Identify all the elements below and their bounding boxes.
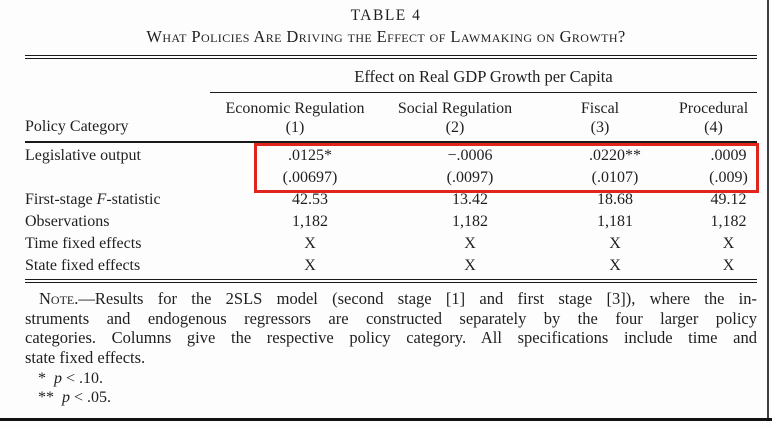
label-text: -statistic: [106, 191, 161, 208]
cell-value: .0009: [710, 147, 747, 164]
footnote-marker: **: [38, 389, 54, 406]
cell-value: 1,182: [710, 213, 747, 230]
table-row-legislative-output-se: (.00697) (.0097) (.0107) (.009): [25, 167, 757, 189]
scan-edge-bottom-line: [0, 418, 772, 421]
significance-footnotes: * p < .10. ** p < .05.: [38, 369, 772, 407]
cell-standard-error: (.009): [709, 169, 748, 186]
cell-value: −.0006: [447, 147, 493, 164]
note-line: state fixed effects.: [25, 347, 146, 367]
cell-value: X: [464, 257, 476, 274]
cell-value: X: [304, 257, 316, 274]
footnote-p: p: [62, 389, 70, 406]
regression-table: Effect on Real GDP Growth per Capita Pol…: [25, 55, 759, 283]
column-number: (1): [285, 119, 305, 136]
column-header-procedural: Procedural (4): [670, 99, 757, 137]
cell-value: X: [609, 257, 621, 274]
cell-value: .0125*: [288, 147, 332, 164]
footnote-threshold: < .10.: [66, 370, 104, 387]
cell-standard-error: (.0107): [591, 169, 639, 186]
column-label: Fiscal: [580, 100, 620, 117]
spanner-spacer: [25, 59, 210, 93]
note-line: categories. Columns give the respective …: [25, 328, 757, 347]
note-line: Note.—Results for the 2SLS model (second…: [25, 289, 757, 309]
cell-value: 1,182: [452, 213, 488, 230]
table-row-time-fixed-effects: Time fixed effects X X X X: [25, 233, 757, 255]
table-row-f-statistic: First-stage F-statistic 42.53 13.42 18.6…: [25, 189, 757, 211]
cell-value: X: [304, 235, 316, 252]
cell-value: 1,182: [292, 213, 328, 230]
cell-value: 13.42: [452, 191, 488, 208]
column-header-economic-regulation: Economic Regulation (1): [210, 99, 380, 137]
cell-value: 1,181: [597, 213, 633, 230]
column-label: Social Regulation: [397, 100, 513, 117]
footnote-threshold: < .05.: [74, 389, 112, 406]
row-label: State fixed effects: [25, 257, 141, 274]
row-label-empty: [25, 167, 210, 189]
row-label: First-stage F-statistic: [25, 189, 210, 211]
column-group-header: Effect on Real GDP Growth per Capita: [210, 59, 757, 93]
row-label: Time fixed effects: [25, 235, 142, 252]
column-number: (3): [590, 119, 610, 136]
table-number: TABLE 4: [350, 7, 422, 24]
cell-value: X: [722, 257, 735, 274]
note-text: Results for the 2SLS model (second stage…: [94, 289, 757, 308]
table-titles: TABLE 4 What Policies Are Driving the Ef…: [0, 0, 772, 47]
column-header-fiscal: Fiscal (3): [530, 99, 670, 137]
cell-value: 18.68: [597, 191, 633, 208]
scan-edge-right-line: [767, 0, 769, 420]
label-text: First-stage: [25, 191, 97, 208]
row-label: Observations: [25, 213, 110, 230]
column-header-social-regulation: Social Regulation (2): [380, 99, 530, 137]
note-separator: .—: [74, 289, 95, 308]
stub-header: Policy Category: [25, 118, 129, 135]
table-row-state-fixed-effects: State fixed effects X X X X: [25, 255, 757, 277]
footnote-marker: *: [38, 370, 46, 387]
cell-standard-error: (.00697): [282, 169, 338, 186]
cell-value: X: [464, 235, 476, 252]
column-label: Economic Regulation: [225, 100, 365, 117]
spanner-row: Effect on Real GDP Growth per Capita: [25, 59, 757, 93]
column-header-row: Policy Category Economic Regulation (1) …: [25, 93, 757, 141]
column-number: (2): [445, 119, 465, 136]
row-label: Legislative output: [25, 147, 141, 164]
table-title: What Policies Are Driving the Effect of …: [146, 27, 626, 46]
note-label: Note: [39, 289, 75, 308]
footnote-one-star: * p < .10.: [38, 369, 772, 388]
header-rule: [25, 141, 757, 143]
table-note: Note.—Results for the 2SLS model (second…: [25, 289, 757, 367]
cell-value: .0220**: [589, 147, 641, 164]
cell-value: 49.12: [710, 191, 747, 208]
cell-value: X: [609, 235, 621, 252]
top-double-rule: [25, 55, 757, 59]
cell-standard-error: (.0097): [446, 169, 494, 186]
column-label: Procedural: [678, 100, 749, 117]
table-body: Legislative output .0125* −.0006 .0220**…: [25, 143, 759, 277]
table-row-observations: Observations 1,182 1,182 1,181 1,182: [25, 211, 757, 233]
label-italic-f: F: [96, 191, 107, 208]
table-row-legislative-output-coef: Legislative output .0125* −.0006 .0220**…: [25, 145, 757, 167]
column-number: (4): [704, 119, 723, 136]
note-line: struments and endogenous regressors are …: [25, 308, 757, 328]
bottom-double-rule: [25, 279, 757, 283]
cell-value: X: [722, 235, 735, 252]
cell-value: 42.53: [292, 191, 328, 208]
footnote-p: p: [54, 370, 62, 387]
footnote-two-star: ** p < .05.: [38, 388, 772, 407]
